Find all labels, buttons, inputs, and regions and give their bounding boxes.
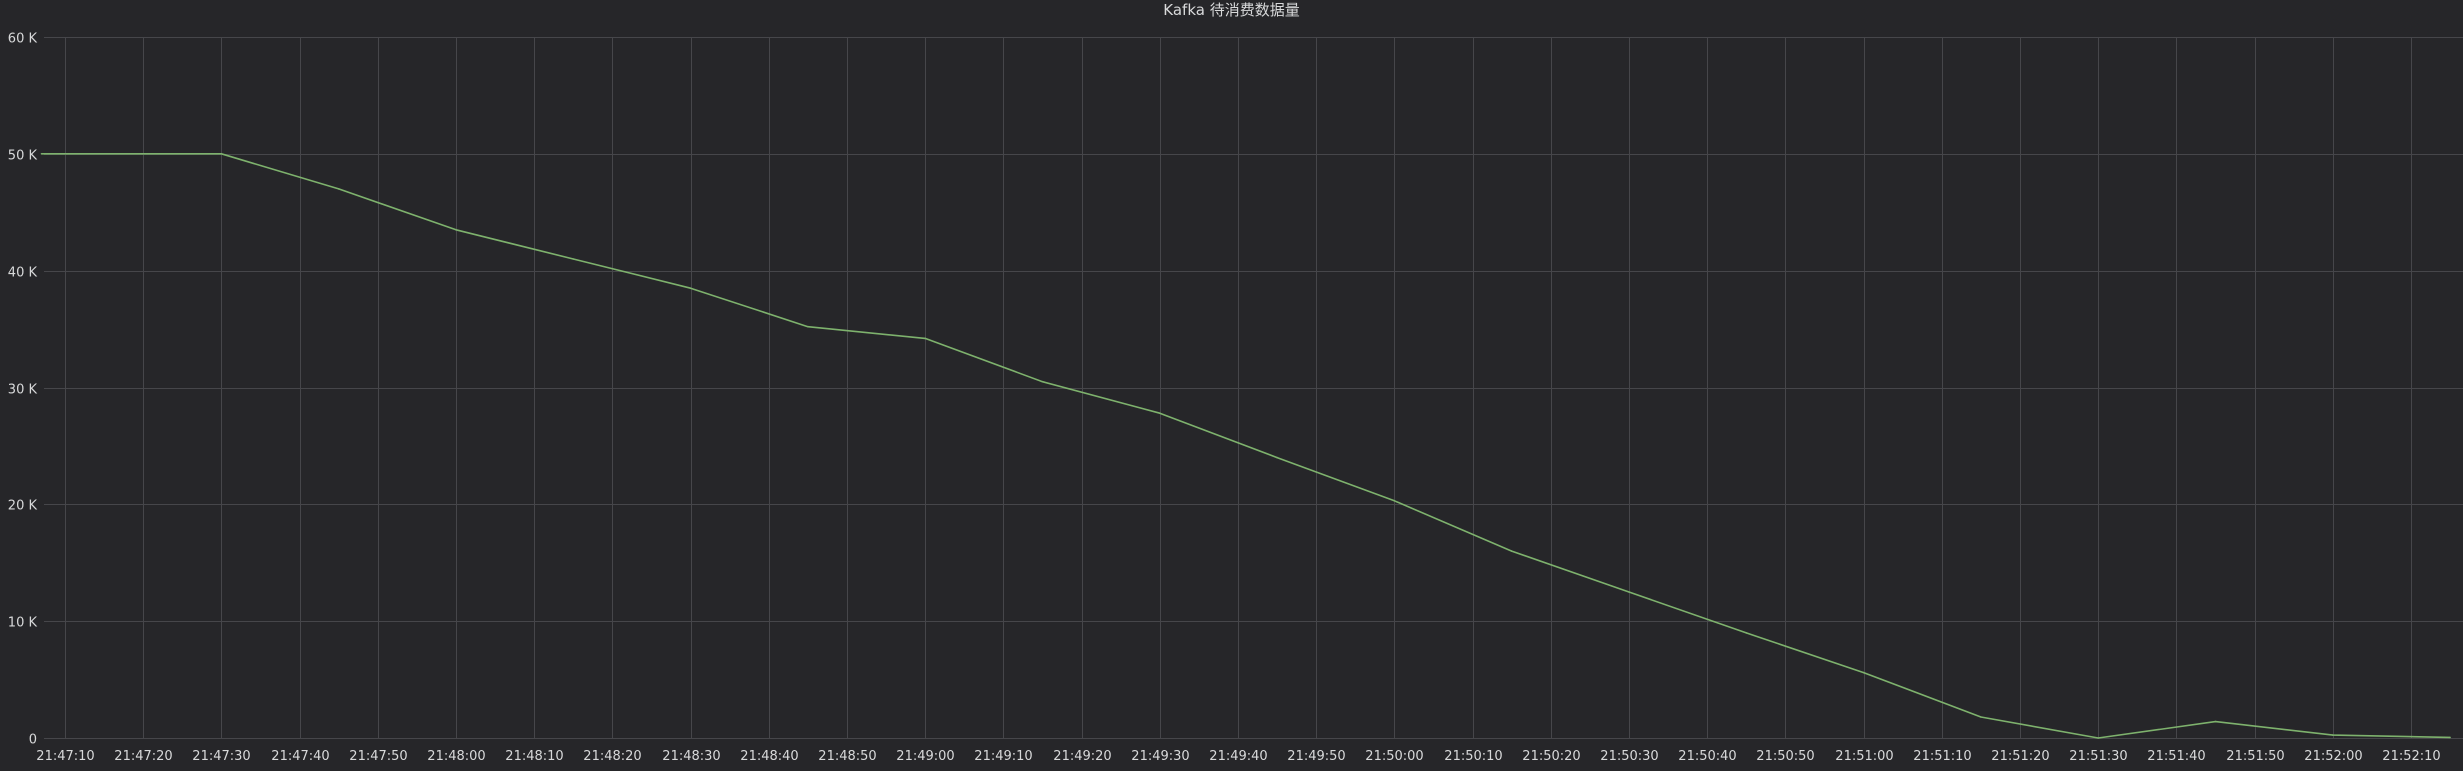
x-tick-label: 21:48:20 <box>583 749 641 764</box>
x-tick-label: 21:52:10 <box>2382 749 2440 764</box>
x-tick-label: 21:51:10 <box>1913 749 1971 764</box>
data-point[interactable] <box>1276 456 1278 459</box>
x-tick-label: 21:49:40 <box>1209 749 1267 764</box>
series-line[interactable] <box>41 153 2451 739</box>
data-point[interactable] <box>1628 591 1630 593</box>
data-point[interactable] <box>1159 412 1161 415</box>
x-tick-label: 21:49:30 <box>1131 749 1189 764</box>
y-tick-label: 30 K <box>8 383 38 398</box>
y-tick-label: 20 K <box>8 499 38 514</box>
data-point[interactable] <box>1393 500 1396 502</box>
x-tick-label: 21:50:30 <box>1600 749 1658 764</box>
y-axis: 0 10 K 20 K 30 K 40 K 50 K 60 K <box>8 32 38 748</box>
x-tick-label: 21:48:10 <box>505 749 563 764</box>
x-tick-label: 21:51:30 <box>2069 749 2127 764</box>
data-point[interactable] <box>807 325 809 328</box>
data-point[interactable] <box>2449 736 2451 739</box>
x-tick-label: 21:47:40 <box>271 749 329 764</box>
y-tick-label: 10 K <box>8 616 38 631</box>
x-tick-label: 21:48:30 <box>662 749 720 764</box>
data-point[interactable] <box>689 287 692 290</box>
data-point[interactable] <box>1041 380 1044 383</box>
x-tick-label: 21:50:40 <box>1678 749 1736 764</box>
x-tick-label: 21:48:50 <box>818 749 876 764</box>
data-point[interactable] <box>572 258 575 260</box>
x-tick-label: 21:52:00 <box>2304 749 2362 764</box>
x-tick-label: 21:49:50 <box>1287 749 1345 764</box>
x-tick-label: 21:50:50 <box>1756 749 1814 764</box>
x-tick-label: 21:49:00 <box>896 749 954 764</box>
panel-title[interactable]: Kafka 待消费数据量 <box>1163 1 1300 19</box>
y-tick-label: 40 K <box>8 266 38 281</box>
data-point[interactable] <box>2332 734 2334 736</box>
data-point[interactable] <box>924 337 926 340</box>
data-point[interactable] <box>1510 550 1513 552</box>
data-point[interactable] <box>1745 632 1748 634</box>
data-point[interactable] <box>1980 716 1982 718</box>
x-tick-label: 21:47:50 <box>349 749 407 764</box>
x-tick-label: 21:50:00 <box>1365 749 1423 764</box>
x-tick-label: 21:48:40 <box>740 749 798 764</box>
x-tick-label: 21:51:40 <box>2147 749 2205 764</box>
x-tick-label: 21:51:20 <box>1991 749 2049 764</box>
data-point[interactable] <box>455 229 457 231</box>
data-point[interactable] <box>40 153 43 155</box>
x-tick-label: 21:48:00 <box>427 749 485 764</box>
data-point[interactable] <box>220 153 223 155</box>
x-tick-label: 21:50:10 <box>1444 749 1502 764</box>
x-tick-label: 21:51:00 <box>1835 749 1893 764</box>
x-tick-label: 21:49:20 <box>1053 749 1111 764</box>
x-tick-label: 21:47:30 <box>192 749 250 764</box>
y-tick-label: 0 <box>29 733 37 748</box>
data-point[interactable] <box>337 188 340 190</box>
y-tick-label: 60 K <box>8 32 38 47</box>
x-tick-label: 21:47:20 <box>114 749 172 764</box>
data-point[interactable] <box>2097 737 2099 739</box>
y-tick-label: 50 K <box>8 149 38 164</box>
x-tick-label: 21:47:10 <box>36 749 94 764</box>
data-point[interactable] <box>1862 671 1865 674</box>
x-tick-label: 21:49:10 <box>974 749 1032 764</box>
x-tick-label: 21:51:50 <box>2226 749 2284 764</box>
series-layer <box>40 153 2451 739</box>
x-tick-label: 21:50:20 <box>1522 749 1580 764</box>
data-point[interactable] <box>2214 720 2217 723</box>
grid <box>44 36 2463 740</box>
x-axis: 21:47:10 21:47:20 21:47:30 21:47:40 21:47:50… <box>36 749 2440 764</box>
